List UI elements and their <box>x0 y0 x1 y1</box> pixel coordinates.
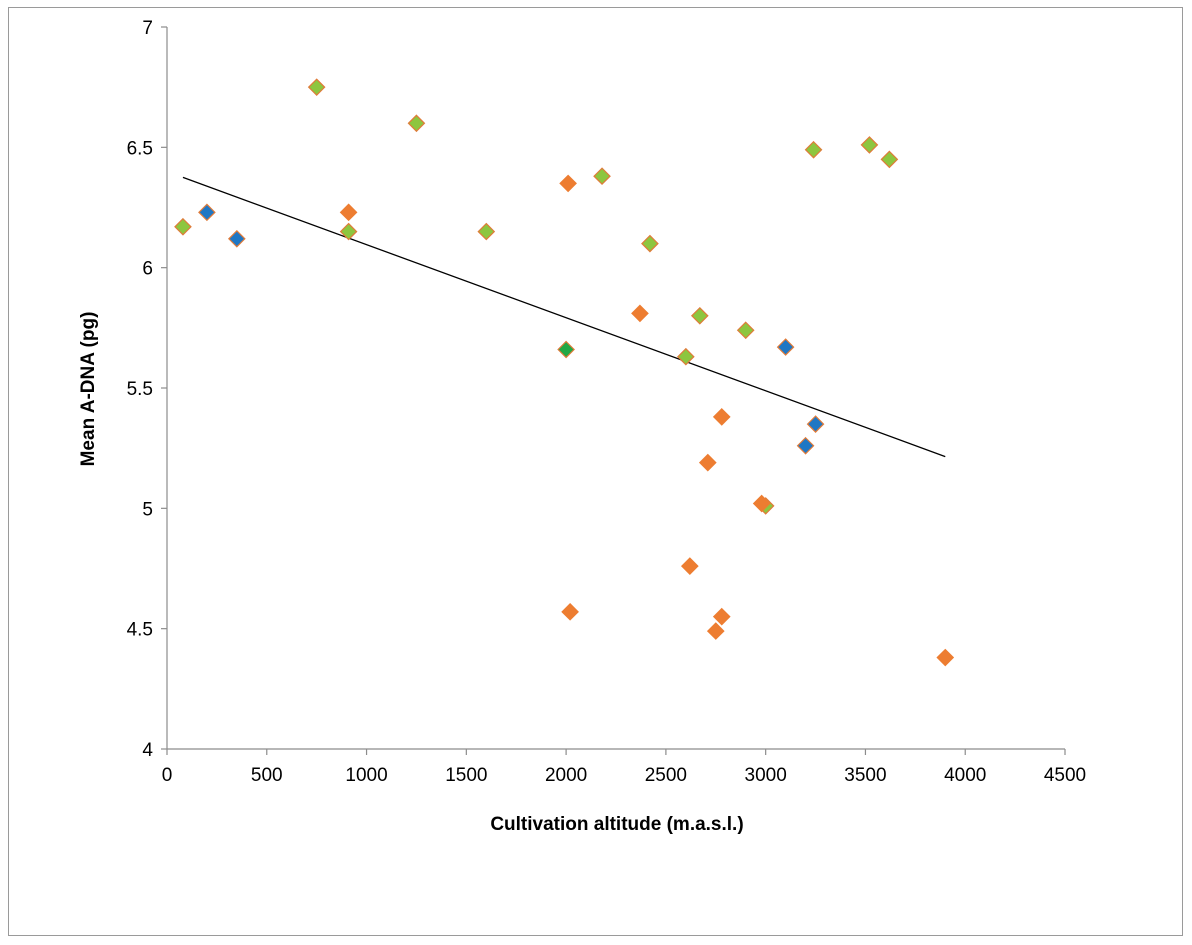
x-tick-label: 1000 <box>345 765 387 786</box>
data-point <box>880 150 899 169</box>
data-point <box>198 203 216 222</box>
x-tick-label: 3500 <box>844 765 886 786</box>
y-tick-label: 6 <box>142 259 153 280</box>
trendline <box>182 176 946 458</box>
y-tick-label: 6.5 <box>127 138 153 159</box>
data-point <box>860 136 879 154</box>
axes: 0 500 1000 1500 2000 2500 3000 3500 4000 4500 4 4.5… <box>127 18 1087 786</box>
y-tick-label: 4 <box>142 740 153 761</box>
y-tick-label: 7 <box>142 18 153 39</box>
x-tick-label: 3000 <box>745 765 787 786</box>
data-point <box>712 408 731 426</box>
x-tick-label: 0 <box>162 765 173 786</box>
y-axis-title: Mean A-DNA (pg) <box>78 312 99 467</box>
data-point <box>690 306 709 325</box>
data-point <box>407 114 426 133</box>
x-tick-label: 2000 <box>545 765 587 786</box>
data-point <box>339 222 358 241</box>
data-point <box>559 174 577 193</box>
data-point <box>561 602 579 621</box>
trendline-layer <box>182 176 946 458</box>
data-point <box>174 217 192 236</box>
data-point <box>752 494 771 513</box>
data-point <box>936 648 955 667</box>
data-point <box>557 340 575 359</box>
series-0 <box>174 78 899 515</box>
x-axis-title: Cultivation altitude (m.a.s.l.) <box>490 814 743 835</box>
series-3 <box>557 340 575 359</box>
data-point <box>706 622 725 640</box>
data-point <box>307 78 326 97</box>
data-point <box>593 167 611 186</box>
y-tick-label: 5.5 <box>127 379 153 400</box>
x-tick-label: 2500 <box>645 765 687 786</box>
y-tick-label: 5 <box>142 499 153 520</box>
x-tick-label: 1500 <box>445 765 487 786</box>
data-point <box>676 347 695 366</box>
series-2 <box>198 203 825 455</box>
data-point <box>806 415 825 433</box>
data-point <box>680 557 699 575</box>
y-tick-label: 4.5 <box>127 620 153 641</box>
data-point <box>804 140 823 159</box>
data-point <box>776 338 795 356</box>
data-point <box>477 222 496 241</box>
data-point <box>631 304 649 323</box>
data-point <box>712 607 731 626</box>
data-points <box>174 78 955 667</box>
chart-frame <box>8 7 1183 936</box>
data-point <box>796 436 815 455</box>
x-tick-label: 4000 <box>944 765 986 786</box>
data-point <box>227 229 246 248</box>
data-point <box>698 453 717 472</box>
data-point <box>339 203 358 222</box>
x-tick-label: 500 <box>251 765 283 786</box>
x-tick-label: 4500 <box>1044 765 1086 786</box>
series-1 <box>339 174 955 667</box>
data-point <box>641 234 659 253</box>
data-point <box>736 321 755 340</box>
